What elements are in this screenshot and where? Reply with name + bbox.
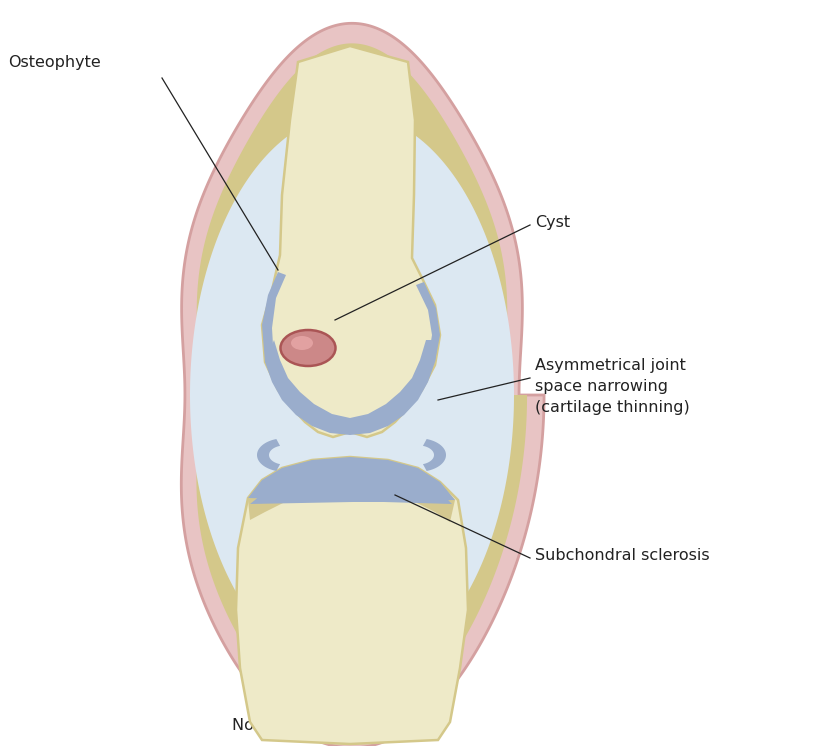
Polygon shape bbox=[248, 457, 455, 504]
Polygon shape bbox=[416, 282, 440, 362]
Ellipse shape bbox=[281, 330, 336, 366]
Polygon shape bbox=[190, 113, 514, 677]
Polygon shape bbox=[181, 23, 544, 746]
Polygon shape bbox=[257, 439, 280, 471]
Text: Osteophyte: Osteophyte bbox=[8, 55, 100, 70]
Polygon shape bbox=[248, 457, 455, 522]
Polygon shape bbox=[262, 272, 286, 362]
Text: Asymmetrical joint
space narrowing
(cartilage thinning): Asymmetrical joint space narrowing (cart… bbox=[535, 358, 690, 415]
Ellipse shape bbox=[291, 336, 313, 350]
Text: Subchondral sclerosis: Subchondral sclerosis bbox=[535, 548, 709, 563]
Polygon shape bbox=[197, 43, 527, 729]
Text: Cyst: Cyst bbox=[535, 215, 570, 230]
Polygon shape bbox=[265, 340, 438, 435]
Polygon shape bbox=[236, 457, 468, 744]
Text: Normal soft tissues: Normal soft tissues bbox=[232, 718, 386, 733]
Polygon shape bbox=[423, 439, 446, 471]
Polygon shape bbox=[262, 46, 440, 437]
